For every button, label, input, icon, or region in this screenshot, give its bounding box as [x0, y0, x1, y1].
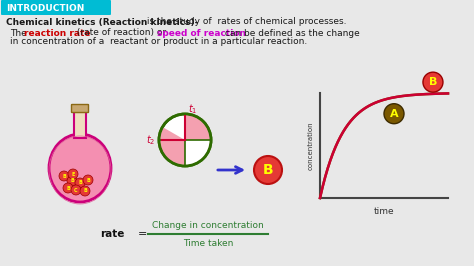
Circle shape: [83, 175, 93, 185]
Text: C: C: [74, 188, 78, 193]
Text: rate: rate: [100, 229, 124, 239]
Text: can be defined as the change: can be defined as the change: [222, 28, 360, 38]
Text: B: B: [66, 185, 70, 190]
Text: B: B: [263, 163, 273, 177]
Text: (rate of reaction) or: (rate of reaction) or: [74, 28, 169, 38]
Text: E: E: [71, 172, 75, 177]
FancyBboxPatch shape: [72, 105, 89, 113]
Circle shape: [384, 104, 404, 124]
Text: concentration: concentration: [308, 121, 314, 170]
Wedge shape: [160, 115, 210, 165]
Text: B: B: [70, 178, 74, 184]
Text: B: B: [86, 177, 90, 182]
Circle shape: [254, 156, 282, 184]
Circle shape: [80, 186, 90, 196]
Text: time: time: [374, 207, 394, 217]
Text: is the study of  rates of chemical processes.: is the study of rates of chemical proces…: [144, 18, 346, 27]
Circle shape: [71, 185, 81, 195]
Text: A: A: [390, 109, 398, 119]
FancyBboxPatch shape: [74, 112, 86, 138]
Wedge shape: [185, 140, 210, 165]
Circle shape: [59, 171, 69, 181]
FancyBboxPatch shape: [1, 0, 111, 15]
Text: Chemical kinetics (Reaction kinetics)-: Chemical kinetics (Reaction kinetics)-: [6, 18, 199, 27]
Circle shape: [67, 176, 77, 186]
Circle shape: [63, 183, 73, 193]
Text: reaction rate: reaction rate: [24, 28, 91, 38]
Text: B: B: [429, 77, 437, 87]
Text: The: The: [10, 28, 29, 38]
Text: $t_2$: $t_2$: [146, 133, 155, 147]
Text: in concentration of a  reactant or product in a particular reaction.: in concentration of a reactant or produc…: [10, 38, 307, 47]
Circle shape: [423, 72, 443, 92]
Text: B: B: [62, 173, 66, 178]
Text: $t_1$: $t_1$: [188, 102, 198, 116]
Ellipse shape: [49, 134, 111, 202]
Circle shape: [75, 178, 85, 188]
Circle shape: [68, 169, 78, 179]
Text: speed of reaction: speed of reaction: [157, 28, 246, 38]
Text: B: B: [78, 181, 82, 185]
Text: Change in concentration: Change in concentration: [152, 221, 264, 230]
Text: INTRODUCTION: INTRODUCTION: [6, 4, 84, 13]
Text: Time taken: Time taken: [183, 239, 233, 247]
Circle shape: [159, 114, 211, 166]
Text: =: =: [138, 229, 147, 239]
Text: B: B: [83, 189, 87, 193]
